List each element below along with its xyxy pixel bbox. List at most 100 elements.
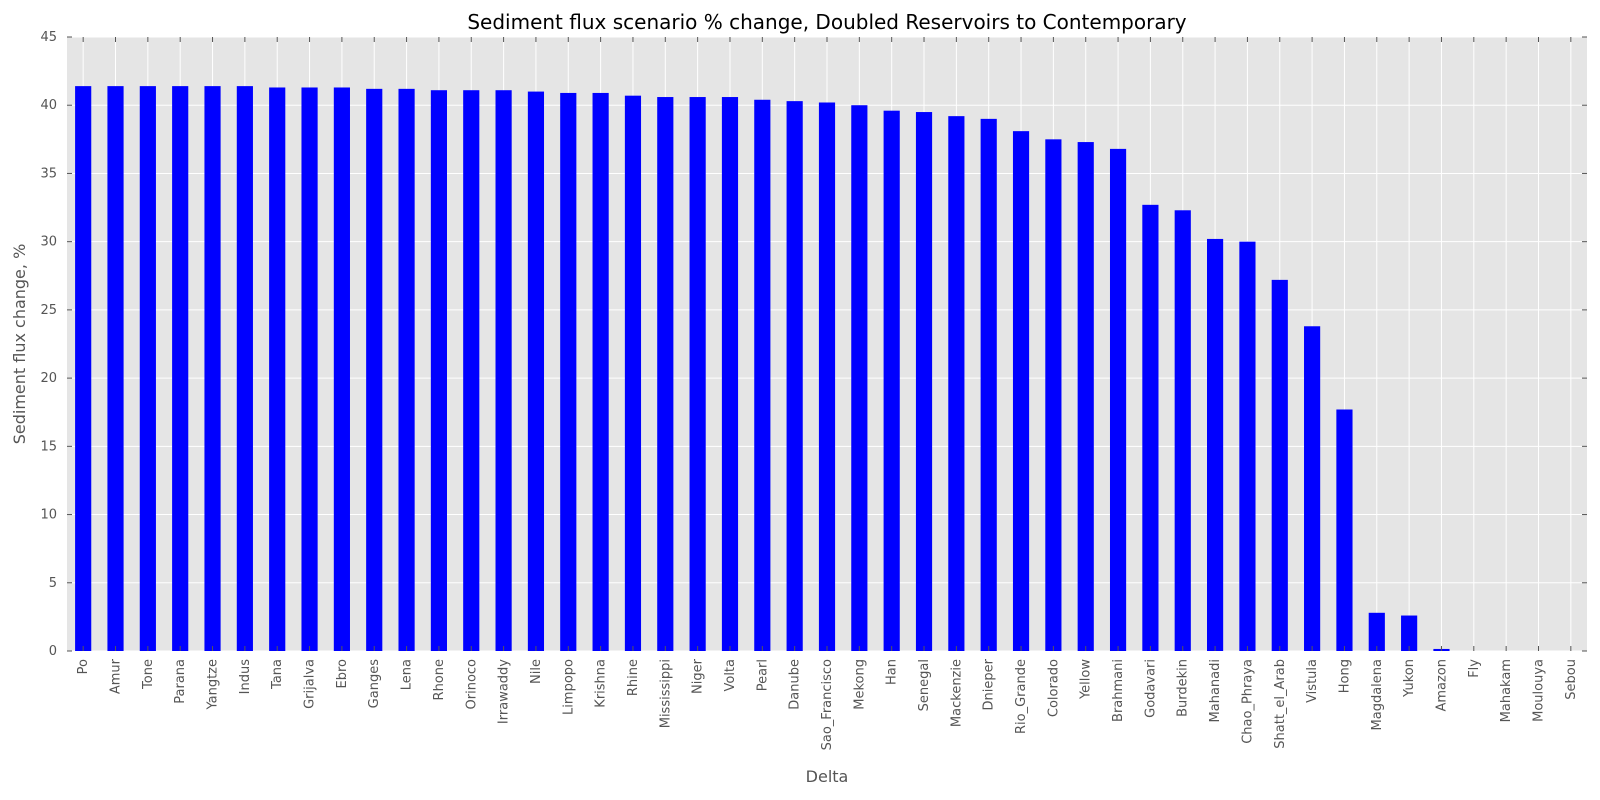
x-tick-label: Brahmani xyxy=(1111,659,1126,722)
bar xyxy=(592,92,609,652)
x-tick-label: Mississippi xyxy=(658,659,673,728)
bar xyxy=(786,101,803,651)
x-tick-label: Chao_Phraya xyxy=(1240,659,1255,744)
bar xyxy=(398,88,415,652)
bar xyxy=(495,90,512,652)
x-tick-label: Magdalena xyxy=(1370,659,1385,730)
bar xyxy=(301,87,318,652)
x-tick-label: Lena xyxy=(400,659,415,690)
y-tick-label: 35 xyxy=(40,166,57,181)
y-tick-label: 5 xyxy=(49,576,57,591)
y-tick-label: 45 xyxy=(40,30,57,45)
x-tick-label: Tana xyxy=(270,659,285,690)
x-tick-label: Sao_Francisco xyxy=(820,659,835,750)
y-tick-label: 40 xyxy=(40,98,57,113)
x-tick-label: Han xyxy=(885,659,900,685)
bar xyxy=(430,90,447,652)
bar xyxy=(851,105,868,651)
x-tick-label: Fly xyxy=(1467,659,1482,678)
bar xyxy=(269,87,286,652)
bar xyxy=(1239,241,1256,651)
x-tick-label: Krishna xyxy=(594,659,609,708)
bar xyxy=(1077,142,1094,651)
y-tick-label: 30 xyxy=(40,235,57,250)
x-tick-label: Amazon xyxy=(1434,659,1449,712)
x-tick-label: Vistula xyxy=(1305,659,1320,703)
bar xyxy=(915,112,933,652)
bar xyxy=(721,97,739,652)
bar xyxy=(107,86,124,652)
x-tick-label: Mahanadi xyxy=(1208,659,1223,722)
x-tick-label: Colorado xyxy=(1046,659,1061,717)
x-tick-label: Senegal xyxy=(917,659,932,711)
y-tick-label: 10 xyxy=(40,508,57,523)
x-tick-label: Hong xyxy=(1337,659,1352,693)
bar xyxy=(1142,204,1159,651)
x-tick-label: Niger xyxy=(691,658,706,694)
bar xyxy=(1401,615,1418,651)
x-tick-label: Parana xyxy=(173,659,188,704)
x-tick-label: Dnieper xyxy=(982,658,997,710)
x-tick-label: Moulouya xyxy=(1531,659,1546,722)
x-tick-label: Amur xyxy=(109,658,124,694)
bar xyxy=(560,92,577,652)
x-tick-label: Limpopo xyxy=(561,659,576,715)
x-tick-label: Orinoco xyxy=(464,659,479,710)
x-tick-label: Rio_Grande xyxy=(1014,659,1029,734)
bar xyxy=(754,99,771,651)
bar xyxy=(204,86,221,652)
bar xyxy=(689,97,706,652)
bar xyxy=(1336,409,1353,651)
x-axis-ticks: Po Amur Tone Parana Yangtze Indus Tana Grijalva… xyxy=(76,37,1579,750)
y-tick-label: 15 xyxy=(40,439,57,454)
bar xyxy=(1045,139,1062,652)
x-tick-label: Danube xyxy=(788,659,803,710)
x-tick-label: Yellow xyxy=(1079,659,1094,700)
x-tick-label: Nile xyxy=(529,659,544,684)
x-tick-label: Indus xyxy=(238,659,253,695)
bar xyxy=(75,86,92,652)
x-tick-label: Volta xyxy=(723,659,738,692)
bar xyxy=(818,102,836,651)
bar xyxy=(624,95,642,651)
bar xyxy=(980,118,997,651)
x-tick-label: Po xyxy=(76,659,91,674)
x-tick-label: Yukon xyxy=(1402,659,1417,698)
x-tick-label: Pearl xyxy=(755,659,770,691)
y-axis-ticks: 0 5 10 15 20 25 30 35 40 45 xyxy=(40,30,1587,659)
x-tick-label: Irrawaddy xyxy=(497,659,512,724)
bar xyxy=(1012,131,1030,651)
bar xyxy=(948,116,965,652)
bar xyxy=(1207,238,1224,651)
x-tick-label: Shatt_el_Arab xyxy=(1273,659,1288,749)
x-tick-label: Ebro xyxy=(335,659,350,689)
x-tick-label: Mahakam xyxy=(1499,659,1514,722)
x-tick-label: Yangtze xyxy=(206,659,221,711)
bars xyxy=(75,86,1450,652)
x-tick-label: Mackenzie xyxy=(949,659,964,727)
bar xyxy=(527,91,545,652)
bar xyxy=(1271,279,1288,651)
y-axis-label: Sediment flux change, % xyxy=(10,244,29,445)
bar xyxy=(657,97,674,652)
bar xyxy=(463,90,480,652)
x-tick-label: Sebou xyxy=(1564,659,1579,700)
bar xyxy=(139,86,156,652)
chart-title: Sediment flux scenario % change, Doubled… xyxy=(467,10,1186,34)
bar xyxy=(1368,612,1385,651)
x-tick-label: Rhine xyxy=(626,659,641,696)
y-tick-label: 25 xyxy=(40,303,57,318)
y-tick-label: 0 xyxy=(49,644,57,659)
bar xyxy=(1174,210,1191,652)
x-tick-label: Mekong xyxy=(852,659,867,710)
bar xyxy=(333,87,350,652)
x-tick-label: Burdekin xyxy=(1176,659,1191,717)
bar xyxy=(883,110,900,652)
x-axis-label: Delta xyxy=(806,767,849,786)
y-tick-label: 20 xyxy=(40,371,57,386)
bar xyxy=(236,86,253,652)
x-tick-label: Godavari xyxy=(1143,659,1158,718)
bar xyxy=(1109,148,1127,651)
x-tick-label: Ganges xyxy=(367,659,382,709)
